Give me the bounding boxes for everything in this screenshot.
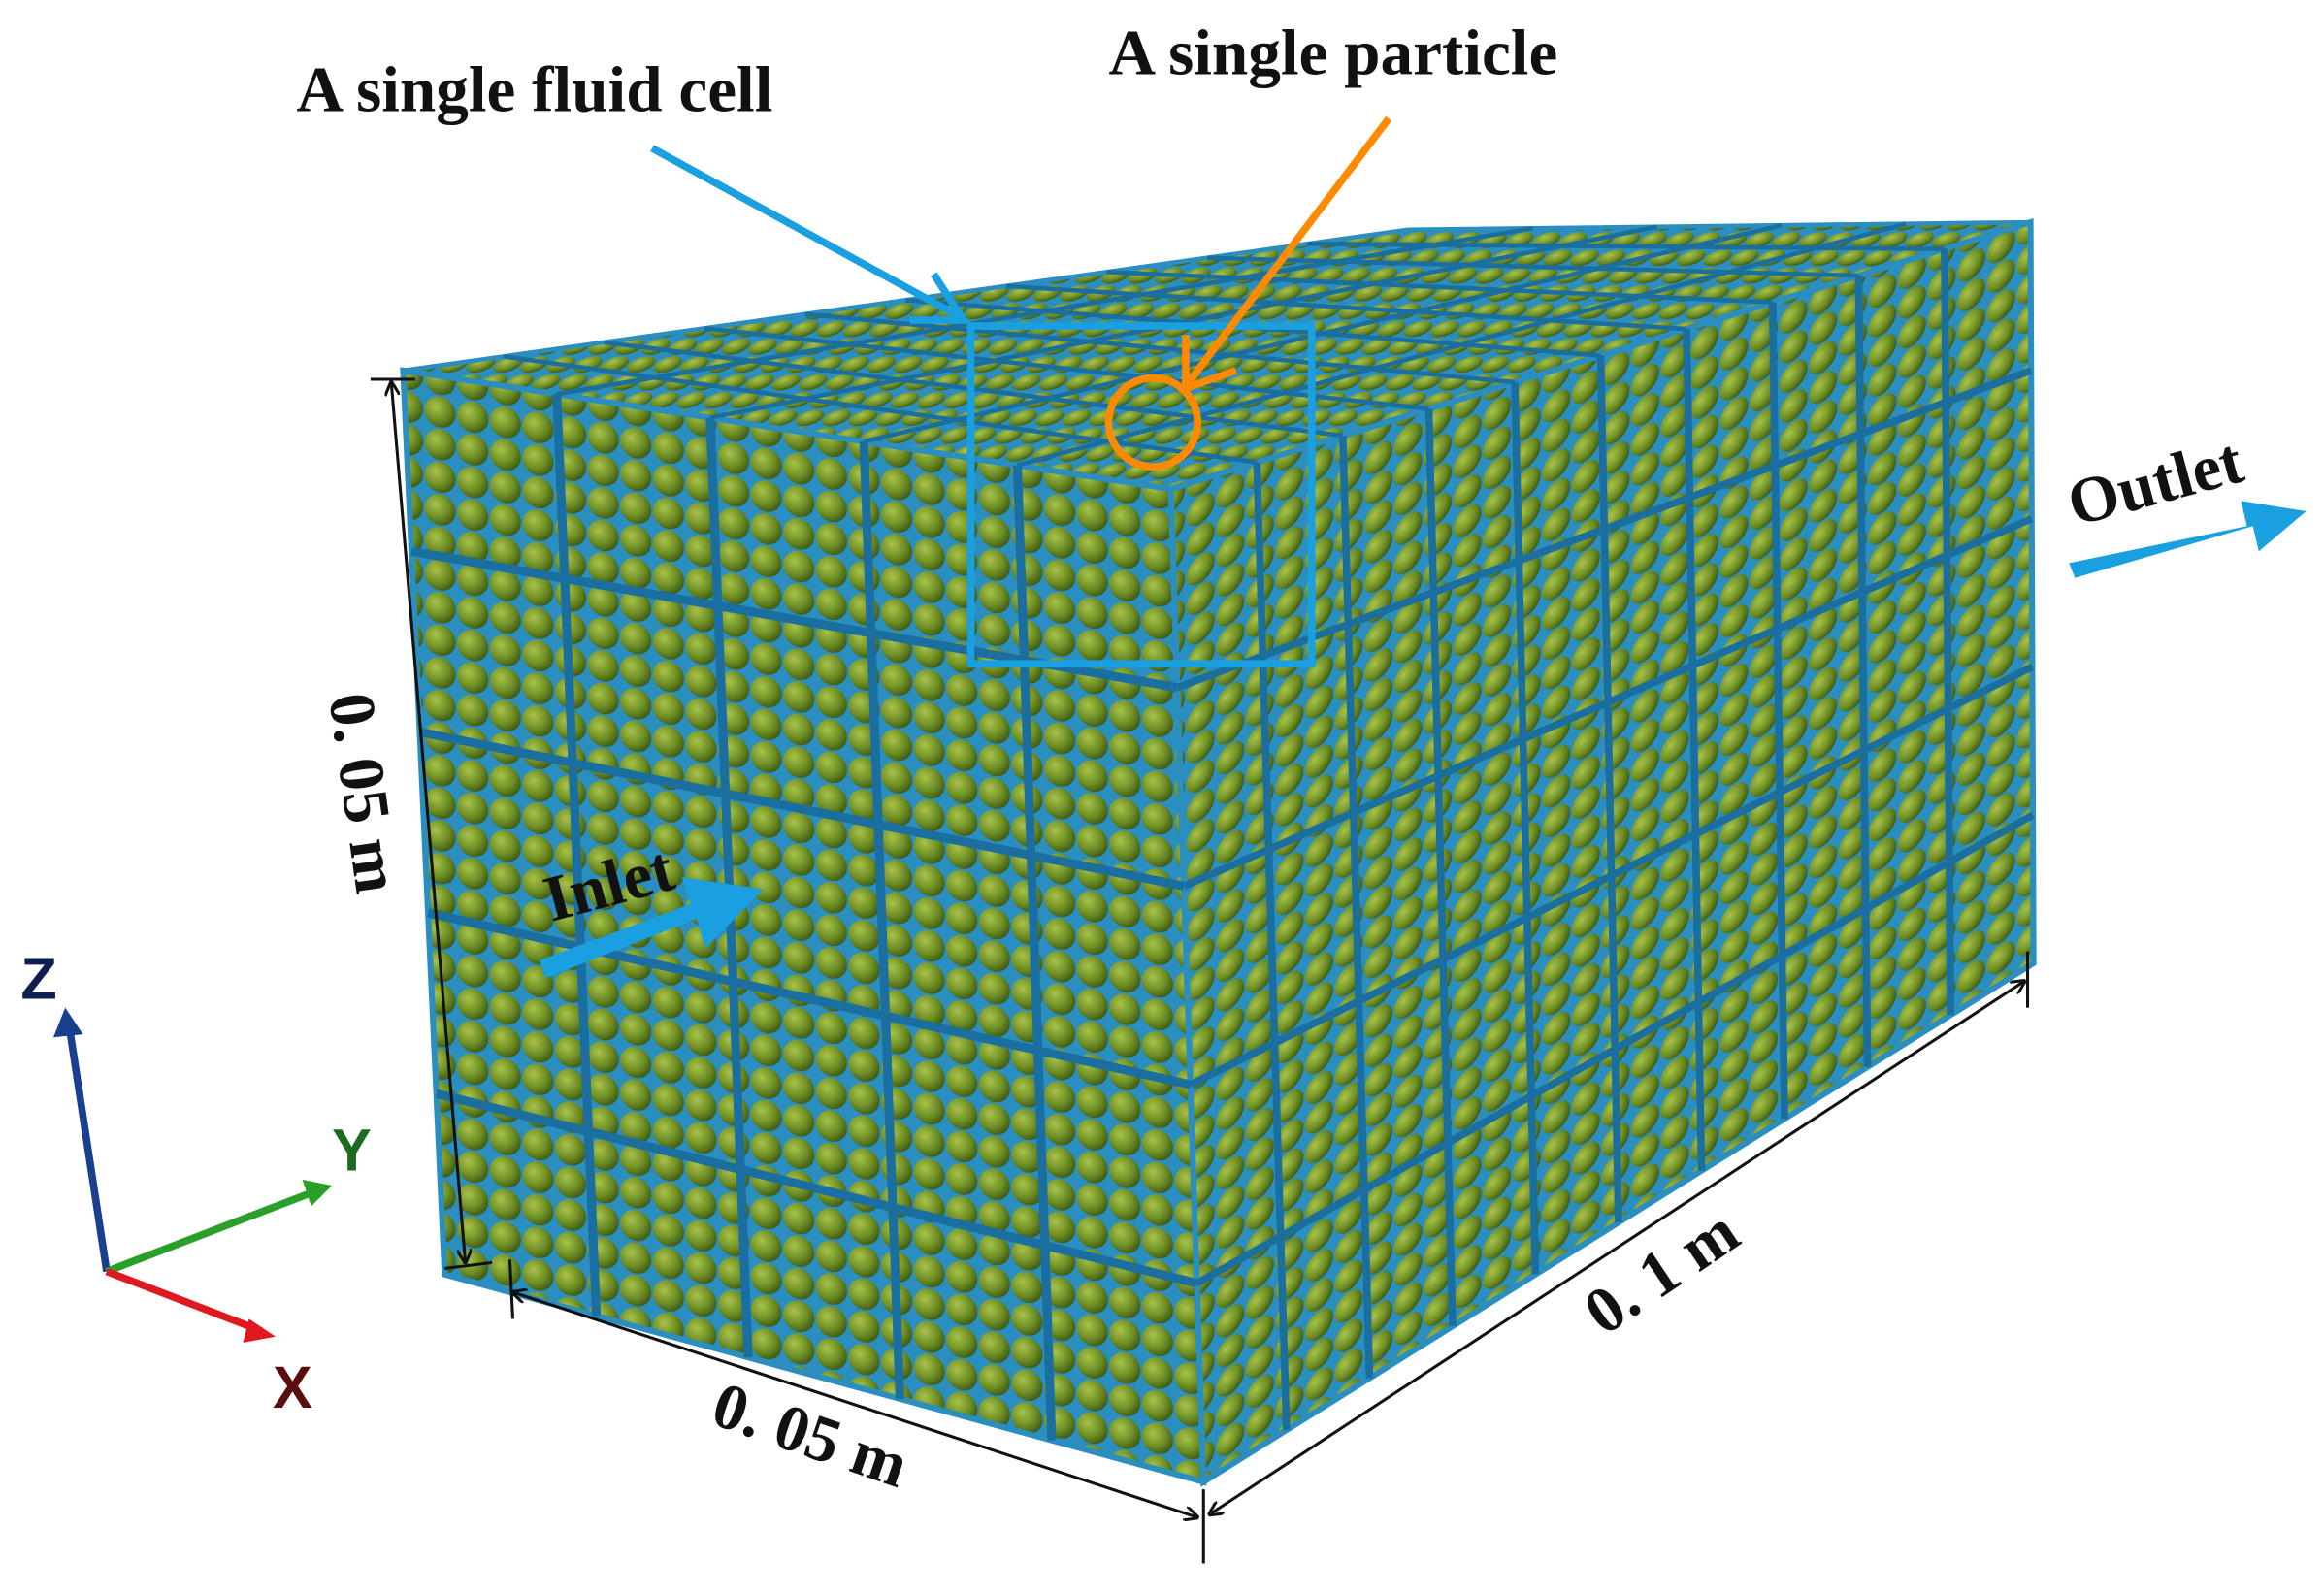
cell-boundary	[1106, 270, 1773, 305]
fluid-cell-label: A single fluid cell	[296, 53, 772, 126]
cell-boundary	[1182, 515, 2034, 890]
cell-boundary	[552, 394, 602, 1317]
front-face	[400, 367, 1207, 1486]
z-arrowhead	[52, 1007, 83, 1038]
cell-boundary	[427, 908, 1192, 1089]
particle-arrow	[1185, 115, 1392, 385]
x-axis-label: X	[273, 1354, 312, 1420]
inlet-arrow	[539, 877, 764, 979]
cell-boundary	[1176, 367, 2033, 692]
cell-boundary	[418, 728, 1186, 891]
z-axis-label: Z	[20, 945, 56, 1011]
fluid-cell-arrowhead	[909, 272, 970, 324]
height-tick	[444, 1260, 493, 1271]
y-axis-label: Y	[332, 1118, 372, 1184]
outlet-arrow	[2069, 501, 2307, 578]
fluid-cell-box	[966, 322, 1316, 668]
y-arrowhead	[302, 1179, 333, 1207]
cell-boundary	[804, 311, 1516, 385]
height-label: 0. 05 m	[314, 689, 414, 898]
cell-boundary	[1005, 283, 1687, 332]
outlet-label: Outlet	[2060, 424, 2251, 540]
cell-boundary	[1854, 276, 1872, 1067]
cell-boundary	[1941, 248, 1954, 1016]
cell-boundary	[435, 1089, 1198, 1288]
cell-boundary	[859, 441, 905, 1400]
x-arrowhead	[243, 1318, 277, 1343]
fluid-cell-arrow	[650, 145, 963, 321]
particle-circle	[1104, 374, 1201, 471]
height-dimension	[391, 382, 465, 1262]
cell-boundary	[503, 354, 1258, 465]
x-axis	[105, 1267, 263, 1335]
length-dimension	[1209, 981, 2024, 1514]
particle-label: A single particle	[1109, 16, 1558, 88]
z-axis	[64, 1019, 111, 1273]
width-dimension	[512, 1292, 1197, 1517]
cell-boundary	[1206, 255, 1859, 278]
cell-boundary	[1012, 465, 1057, 1441]
y-axis	[105, 1186, 320, 1276]
cell-boundary	[1307, 241, 1945, 251]
width-tick	[507, 1259, 515, 1319]
